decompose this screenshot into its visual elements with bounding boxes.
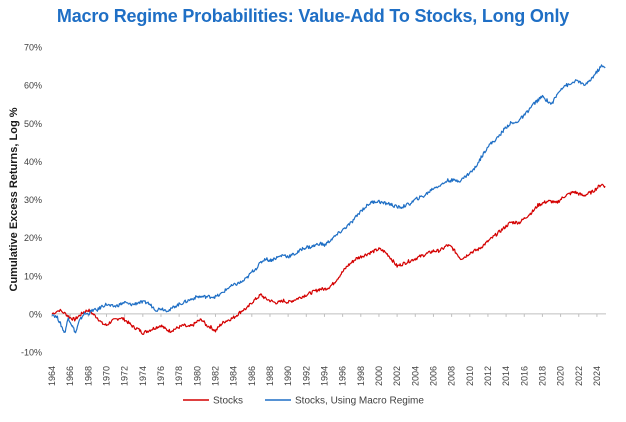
x-tick-label: 1990 (283, 366, 293, 386)
x-tick-label: 1978 (174, 366, 184, 386)
x-tick-label: 2014 (501, 366, 511, 386)
y-tick-label: 0% (29, 309, 42, 319)
y-tick-label: 30% (24, 195, 42, 205)
legend-label: Stocks, Using Macro Regime (295, 396, 424, 407)
x-tick-label: 2020 (556, 366, 566, 386)
x-tick-label: 1996 (338, 366, 348, 386)
y-tick-label: 60% (24, 81, 42, 91)
x-tick-label: 2004 (410, 366, 420, 386)
x-tick-label: 1976 (156, 366, 166, 386)
y-tick-label: -10% (21, 348, 42, 358)
x-tick-label: 2010 (465, 366, 475, 386)
x-tick-label: 2016 (519, 366, 529, 386)
y-tick-label: 10% (24, 271, 42, 281)
series-line (51, 64, 606, 334)
legend-label: Stocks (213, 396, 243, 407)
x-tick-label: 1984 (229, 366, 239, 386)
x-tick-label: 1988 (265, 366, 275, 386)
x-tick-label: 1974 (138, 366, 148, 386)
series-line (51, 183, 606, 335)
x-tick-label: 1964 (47, 366, 57, 386)
x-tick-label: 2002 (392, 366, 402, 386)
x-tick-label: 1998 (356, 366, 366, 386)
y-tick-label: 20% (24, 233, 42, 243)
x-tick-label: 1968 (83, 366, 93, 386)
x-tick-label: 1972 (120, 366, 130, 386)
legend: Stocks Stocks, Using Macro Regime (183, 396, 424, 407)
x-tick-label: 1992 (301, 366, 311, 386)
x-tick-label: 2000 (374, 366, 384, 386)
y-axis-label: Cumulative Excess Returns, Log % (8, 107, 20, 291)
series-layer (51, 64, 606, 335)
x-tick-label: 2022 (574, 366, 584, 386)
x-tick-label: 2024 (592, 366, 602, 386)
chart-title: Macro Regime Probabilities: Value-Add To… (56, 6, 570, 26)
x-tick-label: 1986 (247, 366, 257, 386)
x-tick-label: 2008 (447, 366, 457, 386)
y-tick-label: 70% (24, 43, 42, 53)
x-tick-label: 1970 (101, 366, 111, 386)
x-tick-label: 1966 (65, 366, 75, 386)
y-tick-label: 50% (24, 119, 42, 129)
x-tick-label: 1982 (210, 366, 220, 386)
x-tick-label: 2006 (428, 366, 438, 386)
x-tick-label: 2012 (483, 366, 493, 386)
x-tick-label: 2018 (537, 366, 547, 386)
axes: -10% 0% 10% 20% 30% 40% 50% 60% 70% 1964 1966 1968 1… (8, 43, 606, 386)
x-tick-label: 1994 (319, 366, 329, 386)
x-tick-label: 1980 (192, 366, 202, 386)
y-tick-label: 40% (24, 157, 42, 167)
